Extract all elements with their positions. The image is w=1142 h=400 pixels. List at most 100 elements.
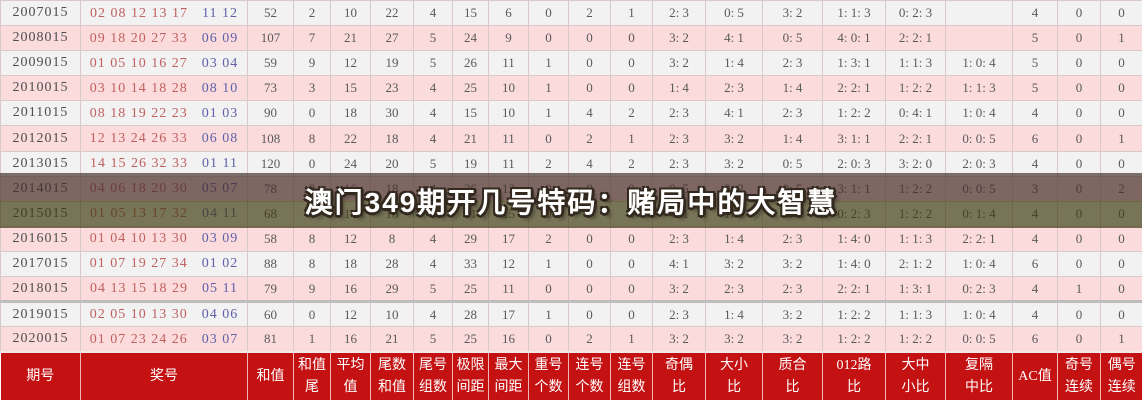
header-sum_tail: 和值 尾 — [293, 351, 331, 400]
cell-limit_span: 25 — [452, 326, 489, 353]
cell-sum: 108 — [247, 125, 294, 152]
cell-sum: 52 — [247, 0, 294, 27]
cell-consecutive_count: 0 — [568, 25, 611, 52]
cell-repeat_skip_mid_ratio: 2: 2: 1 — [945, 225, 1013, 252]
cell-max_gap: 10 — [488, 75, 529, 102]
cell-avg: 18 — [330, 100, 371, 127]
cell-repeat_skip_mid_ratio — [945, 25, 1013, 52]
cell-odd_even_ratio: 2: 3 — [652, 125, 706, 152]
cell-route012_ratio: 1: 4: 0 — [822, 250, 886, 278]
cell-tail_sum: 8 — [370, 225, 414, 252]
cell-big_mid_small_ratio: 2: 2: 1 — [885, 25, 946, 52]
cell-period: 2010015 — [0, 75, 81, 102]
blue-balls: 01 11 — [202, 156, 238, 172]
cell-odd_streak: 0 — [1057, 250, 1101, 278]
cell-avg: 22 — [330, 125, 371, 152]
cell-tail_groups: 5 — [413, 150, 453, 177]
cell-repeat_count: 2 — [528, 225, 569, 252]
red-balls: 01 07 19 27 34 — [89, 256, 188, 272]
cell-tail_sum: 27 — [370, 25, 414, 52]
cell-consecutive_groups: 0 — [610, 250, 653, 278]
cell-consecutive_count: 0 — [568, 75, 611, 102]
cell-ac_value: 5 — [1012, 75, 1058, 102]
cell-sum_tail: 2 — [293, 0, 331, 27]
cell-sum: 60 — [247, 300, 294, 328]
red-balls: 01 04 10 13 30 — [89, 231, 188, 247]
cell-tail_groups: 4 — [413, 225, 453, 252]
cell-limit_span: 33 — [452, 250, 489, 278]
cell-sum: 90 — [247, 100, 294, 127]
cell-ac_value: 4 — [1012, 300, 1058, 328]
cell-numbers: 04 13 15 18 29 05 11 — [80, 276, 248, 303]
cell-prime_composite_ratio: 2: 3 — [762, 50, 823, 77]
blue-balls: 05 11 — [202, 281, 238, 297]
cell-consecutive_groups: 2 — [610, 150, 653, 177]
blue-balls: 04 06 — [201, 307, 239, 323]
cell-consecutive_groups: 0 — [610, 25, 653, 52]
blue-balls: 01 03 — [201, 105, 239, 121]
cell-period: 2009015 — [0, 50, 81, 77]
cell-big_mid_small_ratio: 2: 1: 2 — [885, 250, 946, 278]
cell-even_streak: 0 — [1100, 300, 1142, 328]
cell-ac_value: 5 — [1012, 25, 1058, 52]
cell-big_mid_small_ratio: 2: 2: 1 — [885, 125, 946, 152]
cell-tail_groups: 4 — [413, 300, 453, 328]
cell-tail_groups: 4 — [413, 250, 453, 278]
cell-repeat_count: 0 — [528, 276, 569, 303]
cell-limit_span: 19 — [452, 150, 489, 177]
cell-odd_even_ratio: 2: 3 — [652, 300, 706, 328]
header-repeat_count: 重号 个数 — [528, 351, 569, 400]
cell-limit_span: 28 — [452, 300, 489, 328]
cell-max_gap: 11 — [488, 276, 529, 303]
cell-max_gap: 17 — [488, 225, 529, 252]
cell-avg: 12 — [330, 50, 371, 77]
cell-ac_value: 5 — [1012, 50, 1058, 77]
cell-max_gap: 10 — [488, 100, 529, 127]
cell-odd_streak: 1 — [1057, 276, 1101, 303]
cell-repeat_skip_mid_ratio: 1: 0: 4 — [945, 50, 1013, 77]
header-odd_even_ratio: 奇偶 比 — [652, 351, 706, 400]
cell-consecutive_count: 0 — [568, 50, 611, 77]
cell-consecutive_count: 0 — [568, 250, 611, 278]
cell-tail_groups: 5 — [413, 276, 453, 303]
cell-numbers: 14 15 26 32 33 01 11 — [80, 150, 248, 177]
header-odd_streak: 奇号 连续 — [1057, 351, 1101, 400]
table-row: 2016015 01 04 10 13 30 03 09 58 8 12 8 4 29 17 2 0 0… — [0, 225, 1142, 252]
cell-big_small_ratio: 4: 1 — [705, 100, 763, 127]
header-even_streak: 偶号 连续 — [1100, 351, 1142, 400]
cell-prime_composite_ratio: 3: 2 — [762, 300, 823, 328]
cell-big_small_ratio: 1: 4 — [705, 225, 763, 252]
cell-limit_span: 24 — [452, 25, 489, 52]
blue-balls: 01 02 — [201, 256, 239, 272]
blue-balls: 08 10 — [201, 80, 239, 96]
cell-ac_value: 4 — [1012, 0, 1058, 27]
cell-big_small_ratio: 3: 2 — [705, 125, 763, 152]
cell-sum_tail: 8 — [293, 125, 331, 152]
cell-repeat_count: 1 — [528, 50, 569, 77]
cell-odd_even_ratio: 3: 2 — [652, 326, 706, 353]
cell-period: 2007015 — [0, 0, 81, 27]
cell-odd_even_ratio: 2: 3 — [652, 0, 706, 27]
cell-max_gap: 12 — [488, 250, 529, 278]
cell-numbers: 01 07 19 27 34 01 02 — [80, 250, 248, 278]
cell-max_gap: 11 — [488, 50, 529, 77]
cell-odd_even_ratio: 3: 2 — [652, 25, 706, 52]
header-max_gap: 最大 间距 — [488, 351, 529, 400]
table-row: 2013015 14 15 26 32 33 01 11 120 0 24 20 5 19 11 2… — [0, 150, 1142, 177]
cell-even_streak: 0 — [1100, 0, 1142, 27]
cell-repeat_count: 0 — [528, 125, 569, 152]
cell-tail_sum: 28 — [370, 250, 414, 278]
cell-big_small_ratio: 0: 5 — [705, 0, 763, 27]
cell-numbers: 01 07 23 24 26 03 07 — [80, 326, 248, 353]
cell-repeat_count: 0 — [528, 25, 569, 52]
cell-prime_composite_ratio: 1: 4 — [762, 75, 823, 102]
cell-consecutive_groups: 0 — [610, 276, 653, 303]
cell-sum_tail: 0 — [293, 300, 331, 328]
cell-repeat_skip_mid_ratio: 1: 0: 4 — [945, 100, 1013, 127]
cell-route012_ratio: 2: 2: 1 — [822, 75, 886, 102]
cell-big_mid_small_ratio: 1: 3: 1 — [885, 276, 946, 303]
promo-banner[interactable]: 澳门349期开几号特码：赌局中的大智慧 — [0, 173, 1142, 228]
cell-repeat_count: 0 — [528, 0, 569, 27]
cell-repeat_skip_mid_ratio: 1: 1: 3 — [945, 75, 1013, 102]
